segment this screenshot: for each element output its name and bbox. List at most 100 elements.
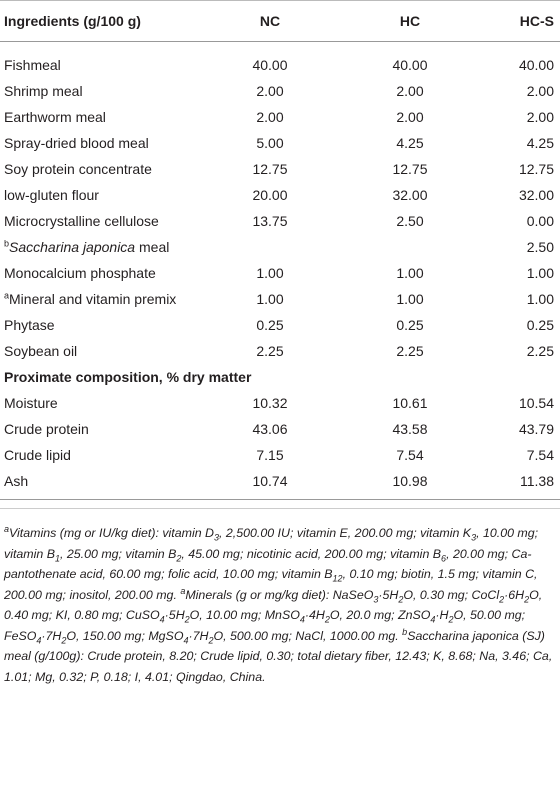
text: Fishmeal [4, 57, 61, 73]
cell: 10.61 [392, 395, 428, 411]
cell: 1.00 [256, 265, 284, 281]
text: Saccharina japonica (SJ) meal (g/100g): … [4, 628, 553, 684]
cell: 2.25 [256, 343, 284, 359]
cell: 2.00 [256, 83, 284, 99]
text: Spray-dried blood meal [4, 135, 149, 151]
cell: 1.00 [526, 291, 554, 307]
text: Crude lipid [4, 447, 71, 463]
subscript: 2 [61, 634, 67, 645]
text: O, 0.30 mg; CoCl [403, 587, 500, 602]
cell: 2.25 [526, 343, 554, 359]
section-heading: Proximate composition, % dry matter [4, 369, 252, 385]
text: O, 20.0 mg; ZnSO [329, 608, 431, 622]
row: aMineral and vitamin premix 1.00 1.00 1.00 [0, 286, 560, 312]
superscript: a [4, 290, 10, 301]
footnote: aVitamins (mg or IU/kg diet): vitamin D3… [0, 508, 560, 687]
subscript: 4 [430, 614, 436, 625]
subscript: 3 [471, 532, 477, 543]
subscript: 4 [159, 614, 165, 625]
cell: 12.75 [252, 161, 288, 177]
subscript: 2 [208, 634, 214, 645]
text: Earthworm meal [4, 109, 106, 125]
text: , 0.10 mg; biotin, 1.5 mg; vitamin C, 20… [4, 567, 538, 602]
superscript: a [180, 585, 186, 596]
row-label: Soybean oil [0, 338, 195, 364]
superscript: b [402, 626, 408, 637]
text: Minerals (g or mg/kg diet): NaSeO [185, 587, 374, 602]
cell: 2.25 [396, 343, 424, 359]
text: Shrimp meal [4, 83, 83, 99]
cell [345, 234, 475, 260]
cell: 7.54 [526, 447, 554, 463]
text: Microcrystalline cellulose [4, 213, 159, 229]
row: Crude lipid 7.15 7.54 7.54 [0, 442, 560, 468]
cell: 10.98 [345, 468, 475, 500]
text: O, 150.00 mg; MgSO [66, 628, 184, 643]
text: Crude protein [4, 421, 89, 437]
subscript: 3 [213, 532, 219, 543]
cell: 0.00 [526, 213, 554, 229]
text: , 20.00 mg; Ca-pantothenate acid, 60.00 … [4, 546, 532, 582]
subscript: 12 [332, 573, 343, 584]
row-label: bSaccharina japonica meal [0, 234, 195, 260]
text: meal [135, 239, 170, 255]
cell: 2.00 [526, 83, 554, 99]
subscript: 2 [324, 614, 330, 625]
subscript: 2 [448, 614, 454, 625]
cell: 40.00 [392, 57, 428, 73]
cell: 1.00 [256, 291, 284, 307]
cell: 2.00 [526, 109, 554, 125]
row-label: Crude lipid [0, 442, 195, 468]
subscript: 2 [176, 552, 182, 563]
row-label: Moisture [0, 390, 195, 416]
header-cell: HC [345, 0, 475, 42]
row: Ash 10.74 10.98 11.38 [0, 468, 560, 500]
cell: 0.25 [256, 317, 284, 333]
cell: 12.75 [392, 161, 428, 177]
cell: 10.74 [195, 468, 345, 500]
subscript: 2 [398, 593, 404, 604]
text: O, 50.00 mg; FeSO [4, 608, 526, 643]
cell: 1.00 [396, 291, 424, 307]
cell: 43.06 [252, 421, 288, 437]
cell: 4.25 [396, 135, 424, 151]
italic-text: Saccharina japonica [9, 239, 136, 255]
text: , 10.00 mg; vitamin B [4, 526, 539, 561]
row: Earthworm meal 2.00 2.00 2.00 [0, 104, 560, 130]
row: Soybean oil 2.25 2.25 2.25 [0, 338, 560, 364]
row: low-gluten flour 20.00 32.00 32.00 [0, 182, 560, 208]
cell: 7.15 [256, 447, 284, 463]
text: , 25.00 mg; vitamin B [59, 546, 177, 561]
subscript: 2 [499, 593, 505, 604]
cell: 32.00 [518, 187, 554, 203]
cell: 2.00 [256, 109, 284, 125]
cell: 32.00 [392, 187, 428, 203]
row-label: aMineral and vitamin premix [0, 286, 195, 312]
text: ·5H [378, 587, 399, 602]
text: low-gluten flour [4, 187, 99, 203]
row-label: low-gluten flour [0, 182, 195, 208]
text: ·4H [304, 608, 325, 622]
row-label: Phytase [0, 312, 195, 338]
row-label: Earthworm meal [0, 104, 195, 130]
cell: 10.32 [252, 395, 288, 411]
row: Proximate composition, % dry matter [0, 364, 560, 390]
superscript: b [4, 238, 10, 249]
row-label: Microcrystalline cellulose [0, 208, 195, 234]
cell: 20.00 [252, 187, 288, 203]
row: bSaccharina japonica meal 2.50 [0, 234, 560, 260]
row: Phytase 0.25 0.25 0.25 [0, 312, 560, 338]
cell: 0.25 [396, 317, 424, 333]
header-cell: HC-S [475, 0, 560, 42]
cell [195, 234, 345, 260]
cell: 5.00 [256, 135, 284, 151]
row-label: Shrimp meal [0, 78, 195, 104]
header-row: Ingredients (g/100 g) NC HC HC-S [0, 0, 560, 42]
cell: 13.75 [252, 213, 288, 229]
row: Fishmeal 40.00 40.00 40.00 [0, 42, 560, 79]
cell: 11.38 [475, 468, 560, 500]
subscript: 1 [54, 552, 60, 563]
subscript: 4 [299, 614, 305, 625]
text: , 2,500.00 IU; vitamin E, 200.00 mg; vit… [219, 526, 472, 540]
subscript: 6 [441, 552, 447, 563]
